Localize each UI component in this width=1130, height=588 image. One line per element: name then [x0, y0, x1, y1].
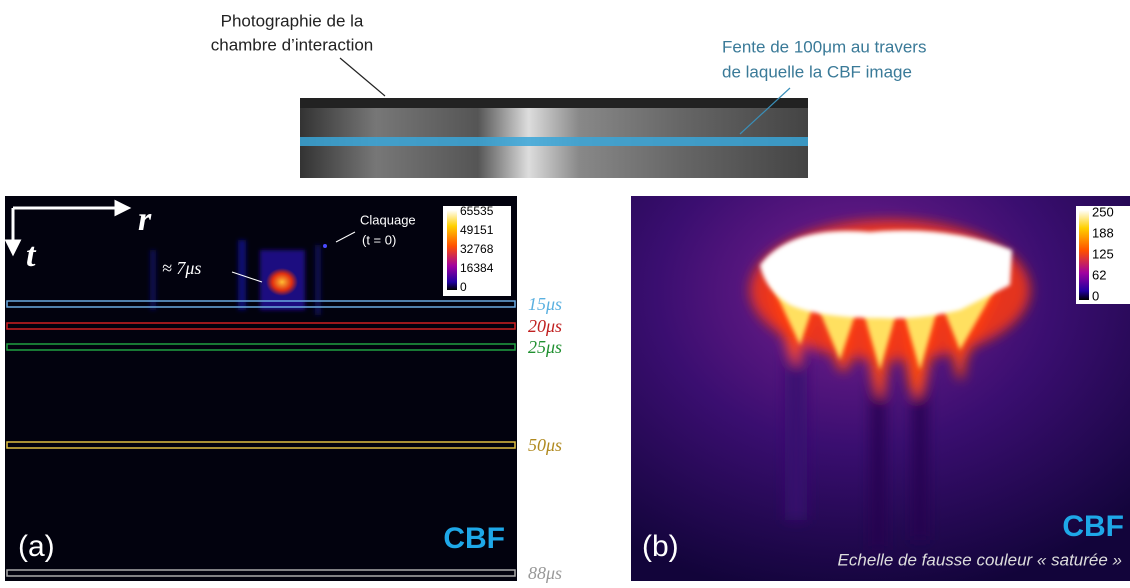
axis-label: t — [26, 237, 37, 274]
colorbar-tick: 49151 — [460, 223, 494, 237]
breakdown-label: (t = 0) — [362, 232, 396, 247]
time-label: 50μs — [528, 435, 562, 455]
time-row — [6, 441, 516, 449]
arrow — [739, 87, 791, 135]
colorbar-tick: 16384 — [460, 261, 494, 275]
time-label: 15μs — [528, 294, 562, 314]
slit-line: de laquelle la CBF image — [722, 62, 912, 81]
peak-label: ≈ 7μs — [162, 258, 201, 278]
tag: CBF — [443, 522, 505, 555]
caption-line: Photographie de la — [221, 11, 364, 30]
arrow — [335, 231, 356, 243]
time-row — [6, 569, 516, 577]
colorbar-tick: 65535 — [460, 204, 494, 218]
photo-shade — [300, 98, 808, 108]
photo-caption: Photographie de la chambre d’interaction — [211, 11, 374, 54]
time-label: 20μs — [528, 316, 562, 336]
time-row — [6, 343, 516, 351]
panel-label: (a) — [18, 530, 55, 563]
colorbar-tick: 0 — [460, 280, 467, 294]
slit-band — [300, 137, 808, 146]
breakdown-label: Claquage — [360, 212, 416, 227]
time-label: 25μs — [528, 337, 562, 357]
saturated-region — [760, 230, 1012, 319]
time-row — [6, 300, 516, 308]
colorbar — [447, 210, 457, 290]
panel-label: (b) — [642, 530, 679, 563]
arrow — [231, 271, 263, 283]
colorbar-tick: 125 — [1092, 246, 1114, 261]
slit-caption: Fente de 100μm au travers de laquelle la… — [722, 37, 926, 81]
time-label: 88μs — [528, 563, 562, 583]
tag: CBF — [1062, 510, 1124, 543]
axes-arrows — [4, 199, 132, 257]
slit-line: Fente de 100μm au travers — [722, 37, 926, 56]
caption-line: chambre d’interaction — [211, 35, 374, 54]
hot-spot — [266, 268, 298, 296]
colorbar — [1079, 210, 1089, 300]
colorbar-tick: 188 — [1092, 225, 1114, 240]
axis-label: r — [138, 201, 152, 238]
caption: Echelle de fausse couleur « saturée » — [838, 550, 1122, 569]
breakdown-point — [323, 244, 327, 248]
colorbar-tick: 62 — [1092, 267, 1106, 282]
colorbar-tick: 0 — [1092, 288, 1099, 303]
colorbar-tick: 32768 — [460, 242, 494, 256]
colorbar-tick: 250 — [1092, 204, 1114, 219]
arrow — [339, 57, 386, 97]
time-row — [6, 322, 516, 330]
